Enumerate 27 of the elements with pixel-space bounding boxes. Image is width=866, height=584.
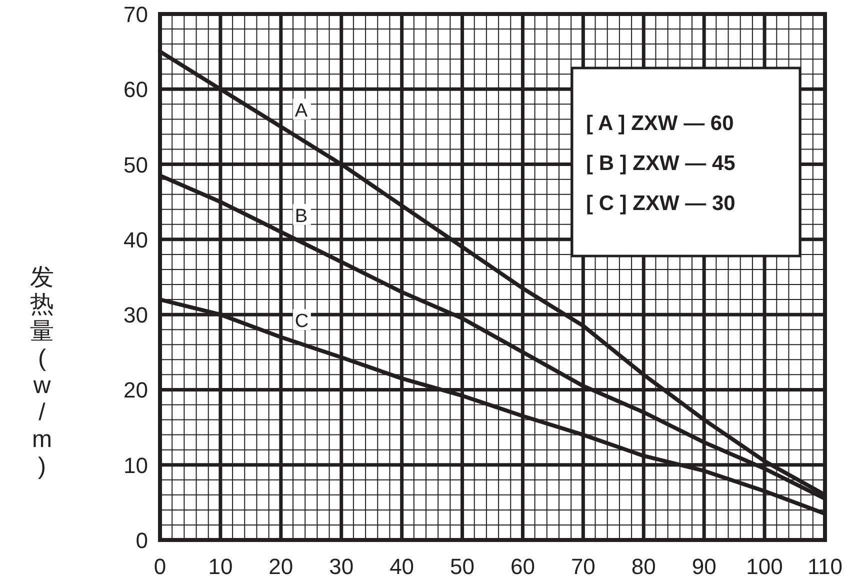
x-tick-label: 90 bbox=[692, 554, 716, 579]
x-tick-label: 20 bbox=[268, 554, 294, 579]
series-label: B bbox=[294, 206, 308, 227]
y-tick-label: 40 bbox=[124, 227, 148, 252]
x-tick-label: 10 bbox=[208, 554, 233, 579]
y-tick-label: 20 bbox=[124, 378, 148, 403]
series-label: A bbox=[294, 100, 308, 122]
x-tick-label: 70 bbox=[570, 554, 596, 579]
x-tick-label: 80 bbox=[631, 554, 656, 579]
annotation: [ B ] ZXW — 45 bbox=[586, 152, 736, 175]
x-tick-label: 110 bbox=[807, 554, 843, 579]
y-tick-label: 50 bbox=[124, 152, 148, 178]
x-tick-label: 60 bbox=[510, 554, 535, 579]
annotation: [ A ] ZXW — 60 bbox=[586, 112, 734, 135]
x-tick-label: 100 bbox=[746, 554, 783, 579]
y-tick-label: 30 bbox=[124, 302, 148, 328]
y-tick-label: 10 bbox=[124, 452, 148, 478]
y-tick-label: 70 bbox=[124, 2, 148, 27]
y-tick-label: 60 bbox=[124, 77, 148, 102]
x-tick-label: 40 bbox=[390, 554, 414, 579]
annotation: [ C ] ZXW — 30 bbox=[586, 192, 736, 215]
y-axis-title: 发热量(w/m) bbox=[30, 264, 54, 480]
x-tick-label: 30 bbox=[329, 554, 354, 579]
y-tick-label: 0 bbox=[136, 528, 148, 553]
x-tick-label: 0 bbox=[154, 554, 166, 579]
x-tick-label: 50 bbox=[450, 554, 475, 579]
series-label: C bbox=[294, 311, 309, 332]
